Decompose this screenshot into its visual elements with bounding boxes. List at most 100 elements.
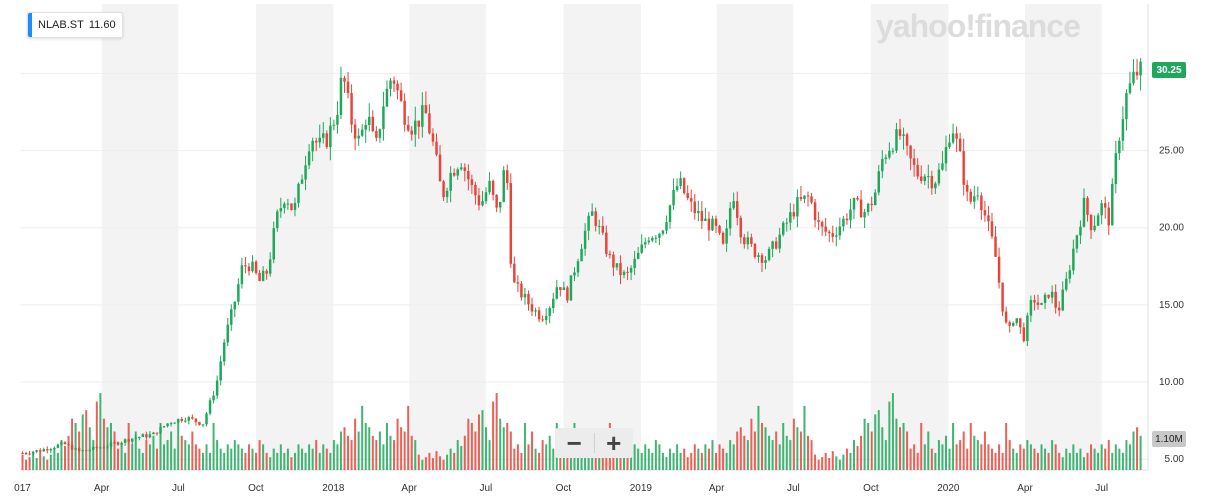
volume-bar bbox=[870, 431, 873, 470]
volume-bar bbox=[49, 454, 52, 470]
candle-body bbox=[799, 197, 803, 200]
volume-bar bbox=[838, 459, 841, 470]
volume-bar bbox=[888, 401, 891, 470]
volume-bar bbox=[1072, 444, 1075, 470]
candle-body bbox=[304, 165, 307, 180]
volume-bar bbox=[258, 440, 261, 470]
volume-bar bbox=[205, 444, 208, 470]
candle-body bbox=[973, 196, 976, 202]
volume-bar bbox=[944, 435, 947, 470]
volume-bar bbox=[308, 444, 311, 470]
last-price-badge: 30.25 bbox=[1152, 62, 1186, 78]
candle-body bbox=[392, 80, 396, 84]
volume-bar bbox=[209, 452, 212, 470]
candle-body bbox=[934, 183, 937, 189]
candle-body bbox=[746, 237, 750, 245]
candle-body bbox=[322, 133, 325, 138]
volume-bar bbox=[697, 448, 700, 470]
volume-bar bbox=[552, 448, 555, 470]
candle-body bbox=[750, 237, 753, 244]
x-tick-label: 017 bbox=[14, 483, 31, 494]
volume-bar bbox=[509, 431, 512, 470]
x-tick-label: Jul bbox=[479, 483, 492, 494]
x-axis: 017 Apr Jul Oct 2018 Apr Jul Oct 2019 Apr Jul Oct 20… bbox=[14, 483, 1108, 494]
candle-body bbox=[948, 142, 951, 148]
candle-body bbox=[364, 125, 367, 130]
ticker-label[interactable]: NLAB.ST 11.60 bbox=[27, 12, 123, 38]
x-tick-label: 2018 bbox=[322, 483, 345, 494]
volume-bar bbox=[902, 422, 905, 470]
volume-bar bbox=[683, 448, 686, 470]
zoom-out-button[interactable]: − bbox=[566, 428, 582, 458]
volume-bar bbox=[987, 444, 990, 470]
volume-bar bbox=[594, 448, 597, 470]
volume-bar bbox=[371, 435, 374, 470]
candle-body bbox=[74, 448, 77, 450]
candle-body bbox=[941, 163, 944, 170]
candle-body bbox=[449, 172, 452, 191]
candle-body bbox=[38, 450, 42, 452]
quarter-band bbox=[101, 4, 179, 470]
candle-body bbox=[297, 183, 300, 203]
volume-bar bbox=[255, 452, 258, 470]
candle-body bbox=[279, 208, 283, 212]
volume-bar bbox=[279, 444, 282, 470]
candle-body bbox=[711, 218, 714, 231]
volume-bar bbox=[665, 457, 668, 470]
candle-body bbox=[923, 176, 926, 181]
candle-body bbox=[368, 116, 371, 126]
volume-bar bbox=[637, 448, 640, 470]
volume-bar bbox=[707, 448, 710, 470]
candle-body bbox=[198, 421, 201, 425]
volume-bar bbox=[806, 435, 809, 470]
candle-body bbox=[757, 255, 760, 257]
y-tick-label: 20.00 bbox=[1159, 223, 1184, 234]
volume-bar bbox=[42, 456, 45, 470]
volume-bar bbox=[513, 448, 516, 470]
candle-body bbox=[424, 105, 428, 114]
candle-body bbox=[573, 272, 576, 276]
volume-bar bbox=[898, 427, 901, 470]
volume-bar bbox=[247, 444, 250, 470]
volume-bar bbox=[605, 452, 608, 470]
candle-body bbox=[686, 193, 689, 199]
candle-body bbox=[353, 124, 357, 139]
volume-bar bbox=[895, 418, 898, 470]
volume-bar bbox=[336, 444, 339, 470]
candle-body bbox=[1118, 140, 1121, 154]
volume-bar bbox=[67, 435, 70, 470]
candle-body bbox=[534, 310, 537, 312]
yahoo-finance-logo: yahoo!finance bbox=[876, 8, 1081, 44]
volume-bar bbox=[523, 422, 526, 470]
candle-body bbox=[467, 170, 470, 180]
candle-body bbox=[251, 261, 254, 272]
candle-body bbox=[162, 426, 166, 428]
volume-bar bbox=[470, 422, 473, 470]
volume-bar bbox=[102, 418, 105, 470]
volume-bar bbox=[283, 452, 286, 470]
zoom-in-button[interactable]: + bbox=[606, 428, 622, 458]
candle-body bbox=[735, 201, 739, 218]
candle-body bbox=[123, 439, 127, 443]
volume-bar bbox=[527, 444, 530, 470]
volume-bar bbox=[21, 454, 24, 470]
candle-body bbox=[583, 230, 587, 249]
volume-bar bbox=[216, 440, 219, 470]
volume-bar bbox=[131, 444, 134, 470]
candle-body bbox=[796, 197, 799, 217]
candle-body bbox=[962, 151, 965, 185]
candle-body bbox=[46, 449, 49, 451]
candle-body bbox=[835, 235, 838, 237]
volume-bar bbox=[474, 431, 477, 470]
candle-body bbox=[389, 80, 392, 89]
candle-body bbox=[81, 450, 84, 452]
volume-bar bbox=[1082, 457, 1085, 470]
x-tick-label: Oct bbox=[248, 483, 264, 494]
volume-bar bbox=[293, 452, 296, 470]
volume-bar bbox=[661, 452, 664, 470]
candle-body bbox=[148, 434, 152, 438]
volume-bar bbox=[141, 452, 144, 470]
candle-body bbox=[753, 243, 757, 257]
volume-bar bbox=[725, 452, 728, 470]
